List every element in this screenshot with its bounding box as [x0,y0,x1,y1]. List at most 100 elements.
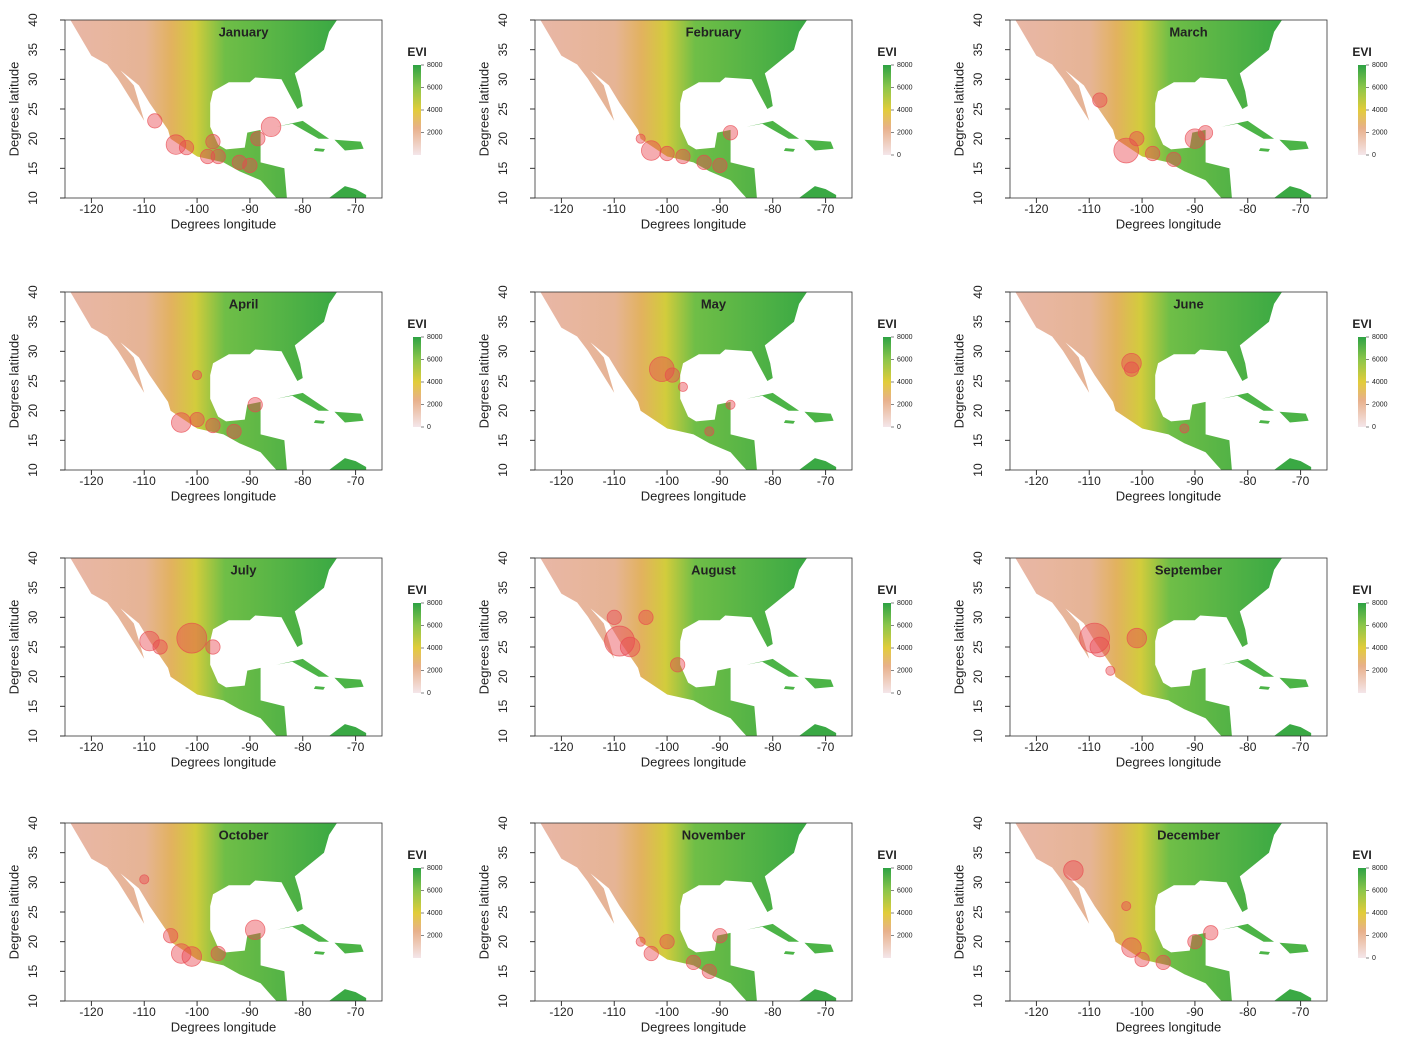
colorbar [413,868,421,958]
y-tick-label: 15 [971,964,985,978]
y-tick-label: 15 [971,161,985,175]
colorbar-tick-label: 8000 [897,865,913,872]
y-tick-label: 30 [971,72,985,86]
y-tick-label: 30 [971,344,985,358]
colorbar [1358,603,1366,693]
y-tick-label: 25 [496,905,510,919]
colorbar [883,868,891,958]
x-tick-label: -80 [1239,1005,1257,1019]
colorbar-label: EVI [877,45,896,59]
occurrence-point [140,875,149,884]
colorbar-tick-label: 2000 [897,932,913,939]
colorbar-tick-label: 6000 [427,622,443,629]
x-tick-label: -120 [79,202,103,216]
colorbar-tick-label: 6000 [1372,622,1388,629]
land [1015,20,1311,198]
x-axis-label: Degrees longitude [641,1019,747,1034]
occurrence-point [1124,362,1138,376]
y-axis-label: Degrees latitude [951,865,966,960]
y-tick-label: 40 [26,13,40,27]
y-tick-label: 15 [496,964,510,978]
land [540,558,836,736]
occurrence-point [644,946,658,960]
colorbar-label: EVI [407,583,426,597]
y-tick-label: 15 [971,433,985,447]
y-tick-label: 40 [496,13,510,27]
y-tick-label: 10 [496,994,510,1008]
x-tick-label: -70 [1292,1005,1310,1019]
land [1015,823,1311,1001]
x-tick-label: -110 [133,740,156,754]
y-tick-label: 15 [496,433,510,447]
y-axis-label: Degrees latitude [6,62,21,157]
y-axis-label: Degrees latitude [951,334,966,429]
x-tick-label: -80 [1239,202,1257,216]
colorbar-label: EVI [407,317,426,331]
y-tick-label: 10 [971,994,985,1008]
x-tick-label: -70 [347,202,365,216]
x-tick-label: -120 [549,740,573,754]
y-tick-label: 15 [26,161,40,175]
occurrence-point [636,134,645,143]
occurrence-point [1180,424,1189,433]
y-tick-label: 15 [496,699,510,713]
y-tick-label: 25 [496,640,510,654]
x-axis-label: Degrees longitude [1116,216,1222,231]
y-tick-label: 40 [496,551,510,565]
occurrence-point [206,418,220,432]
colorbar-tick-label: 2000 [1372,129,1388,136]
land [70,823,366,1001]
colorbar-tick-label: 8000 [427,334,443,341]
occurrence-point [171,413,191,433]
x-tick-label: -70 [817,202,835,216]
x-tick-label: -110 [603,202,626,216]
y-tick-label: 15 [971,699,985,713]
y-tick-label: 25 [971,374,985,388]
colorbar-tick-label: 6000 [427,887,443,894]
occurrence-point [660,146,674,160]
occurrence-point [182,947,202,967]
colorbar-tick-label: 8000 [1372,600,1388,607]
x-tick-label: -110 [603,740,626,754]
occurrence-point [243,158,257,172]
x-tick-label: -90 [711,474,729,488]
colorbar-tick-label: 2000 [427,129,443,136]
y-tick-label: 20 [26,935,40,949]
land [70,20,366,198]
y-tick-label: 25 [971,102,985,116]
x-tick-label: -120 [79,740,103,754]
colorbar-tick-label: 4000 [427,910,443,917]
x-tick-label: -90 [241,474,259,488]
y-tick-label: 30 [496,875,510,889]
colorbar-tick-label: 4000 [897,379,913,386]
x-tick-label: -120 [549,202,573,216]
y-tick-label: 30 [496,72,510,86]
colorbar-tick-label: 2000 [427,401,443,408]
y-tick-label: 20 [26,670,40,684]
y-tick-label: 10 [971,729,985,743]
x-tick-label: -80 [1239,474,1257,488]
y-tick-label: 20 [496,670,510,684]
y-tick-label: 15 [26,964,40,978]
occurrence-point [713,158,727,172]
colorbar-label: EVI [1352,45,1371,59]
colorbar-tick-label: 0 [1372,152,1376,159]
occurrence-point [1127,628,1147,648]
x-tick-label: -80 [764,202,782,216]
x-axis-label: Degrees longitude [1116,754,1222,769]
x-tick-label: -80 [764,474,782,488]
y-tick-label: 15 [26,433,40,447]
y-tick-label: 40 [496,816,510,830]
x-axis-label: Degrees longitude [1116,488,1222,503]
y-tick-label: 30 [26,610,40,624]
y-tick-label: 35 [496,846,510,860]
occurrence-point [153,640,167,654]
y-axis-label: Degrees latitude [951,600,966,695]
x-tick-label: -100 [1130,202,1154,216]
y-tick-label: 20 [971,935,985,949]
y-tick-label: 10 [496,729,510,743]
colorbar-tick-label: 0 [897,690,901,697]
y-tick-label: 30 [496,610,510,624]
colorbar-tick-label: 8000 [427,865,443,872]
x-tick-label: -80 [294,740,312,754]
